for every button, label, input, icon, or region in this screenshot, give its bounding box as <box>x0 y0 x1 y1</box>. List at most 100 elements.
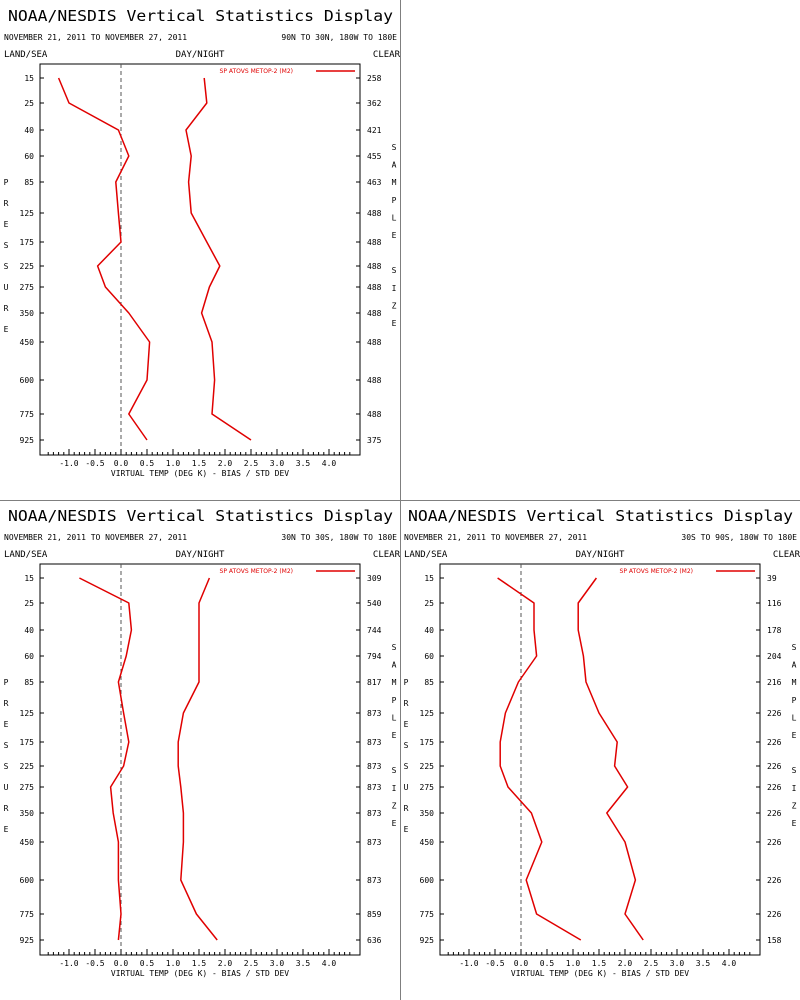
pressure-tick-label: 60 <box>24 652 34 661</box>
x-tick-label: 2.5 <box>244 459 259 468</box>
pressure-tick-label: 15 <box>424 574 434 583</box>
sample-size-label: 488 <box>367 376 382 385</box>
pressure-tick-label: 925 <box>420 936 435 945</box>
x-tick-label: 3.5 <box>296 959 311 968</box>
x-tick-label: 3.0 <box>270 459 285 468</box>
sample-size-axis-letter: E <box>392 231 397 240</box>
legend-label: SP ATOVS METOP-2 (M2) <box>220 68 293 75</box>
pressure-axis-letter: E <box>404 825 409 834</box>
sample-size-axis-letter: Z <box>392 301 397 310</box>
sample-size-label: 362 <box>367 99 382 108</box>
pressure-tick-label: 225 <box>20 262 35 271</box>
sample-size-label: 258 <box>367 74 382 83</box>
series-line-std-dev <box>577 577 644 941</box>
pressure-tick-label: 15 <box>24 74 34 83</box>
pressure-tick-label: 600 <box>20 876 35 885</box>
pressure-tick-label: 925 <box>20 436 35 445</box>
pressure-tick-label: 85 <box>24 178 34 187</box>
pressure-tick-label: 275 <box>20 283 35 292</box>
sample-size-axis-letter: E <box>392 819 397 828</box>
x-tick-label: 2.5 <box>644 959 659 968</box>
sample-size-axis-letter: A <box>392 661 397 670</box>
plot-frame <box>39 63 361 456</box>
pressure-tick-label: 40 <box>24 626 34 635</box>
sample-size-label: 488 <box>367 209 382 218</box>
sample-size-label: 873 <box>367 876 382 885</box>
pressure-tick-label: 40 <box>424 626 434 635</box>
sample-size-label: 488 <box>367 338 382 347</box>
pressure-tick-label: 40 <box>24 126 34 135</box>
sample-size-label: 873 <box>367 838 382 847</box>
pressure-tick-label: 275 <box>420 783 435 792</box>
sample-size-axis-letter: I <box>392 784 397 793</box>
x-tick-label: -0.5 <box>485 959 504 968</box>
sample-size-axis-letter: E <box>392 731 397 740</box>
pressure-axis-letter: R <box>4 199 9 208</box>
pressure-tick-label: 275 <box>20 783 35 792</box>
sample-size-axis-letter: S <box>392 766 397 775</box>
sample-size-label: 488 <box>367 262 382 271</box>
pressure-axis-letter: E <box>404 720 409 729</box>
sample-size-label: 226 <box>767 762 782 771</box>
pressure-axis-letter: U <box>404 783 409 792</box>
sample-size-label: 488 <box>367 238 382 247</box>
x-tick-label: 2.0 <box>218 459 233 468</box>
pressure-tick-label: 175 <box>20 738 35 747</box>
sample-size-label: 375 <box>367 436 382 445</box>
sample-size-axis-letter: Z <box>392 801 397 810</box>
sample-size-label: 309 <box>367 574 382 583</box>
x-tick-label: -1.0 <box>59 459 78 468</box>
pressure-tick-label: 85 <box>24 678 34 687</box>
sample-size-axis-letter: P <box>392 196 397 205</box>
series-line-std-dev <box>177 577 218 941</box>
sample-size-label: 636 <box>367 936 382 945</box>
pressure-axis-letter: E <box>4 220 9 229</box>
date-range: NOVEMBER 21, 2011 TO NOVEMBER 27, 2011 <box>404 533 587 542</box>
x-tick-label: 0.5 <box>540 959 555 968</box>
series-line-bias <box>57 77 151 441</box>
x-tick-label: 1.0 <box>166 459 181 468</box>
day-night-label: DAY/NIGHT <box>176 50 225 60</box>
sample-size-label: 204 <box>767 652 782 661</box>
sample-size-label: 873 <box>367 738 382 747</box>
sample-size-label: 488 <box>367 309 382 318</box>
x-tick-label: 0.0 <box>114 459 129 468</box>
pressure-tick-label: 925 <box>20 936 35 945</box>
pressure-axis-letter: R <box>4 699 9 708</box>
x-tick-label: 1.5 <box>192 959 207 968</box>
pressure-tick-label: 225 <box>20 762 35 771</box>
pressure-axis-letter: E <box>4 325 9 334</box>
x-tick-label: -0.5 <box>85 959 104 968</box>
clear-label: CLEAR <box>373 50 400 60</box>
sample-size-axis-letter: Z <box>792 801 797 810</box>
sample-size-axis-letter: P <box>392 696 397 705</box>
pressure-tick-label: 25 <box>24 599 34 608</box>
series-line-bias <box>497 577 582 941</box>
sample-size-axis-letter: I <box>392 284 397 293</box>
x-tick-label: 2.0 <box>618 959 633 968</box>
pressure-axis-letter: S <box>4 741 9 750</box>
region-label: 30N TO 30S, 180W TO 180E <box>281 533 397 542</box>
chart-title: NOAA/NESDIS Vertical Statistics Display <box>8 507 393 525</box>
sample-size-axis-letter: L <box>392 713 397 722</box>
pressure-axis-letter: P <box>4 678 9 687</box>
x-axis-label: VIRTUAL TEMP (DEG K) - BIAS / STD DEV <box>111 469 289 478</box>
x-tick-label: -1.0 <box>59 959 78 968</box>
pressure-tick-label: 175 <box>420 738 435 747</box>
legend-label: SP ATOVS METOP-2 (M2) <box>620 568 693 575</box>
pressure-axis-letter: P <box>404 678 409 687</box>
pressure-tick-label: 175 <box>20 238 35 247</box>
sample-size-label: 216 <box>767 678 782 687</box>
pressure-tick-label: 60 <box>24 152 34 161</box>
x-tick-label: 3.0 <box>670 959 685 968</box>
sample-size-label: 794 <box>367 652 382 661</box>
x-tick-label: 4.0 <box>322 959 337 968</box>
sample-size-label: 421 <box>367 126 382 135</box>
sample-size-label: 455 <box>367 152 382 161</box>
pressure-axis-letter: P <box>4 178 9 187</box>
x-tick-label: 3.5 <box>296 459 311 468</box>
pressure-axis-letter: S <box>4 762 9 771</box>
panel-divider-horizontal <box>0 500 800 501</box>
pressure-axis-letter: U <box>4 283 9 292</box>
sample-size-axis-letter: S <box>392 643 397 652</box>
